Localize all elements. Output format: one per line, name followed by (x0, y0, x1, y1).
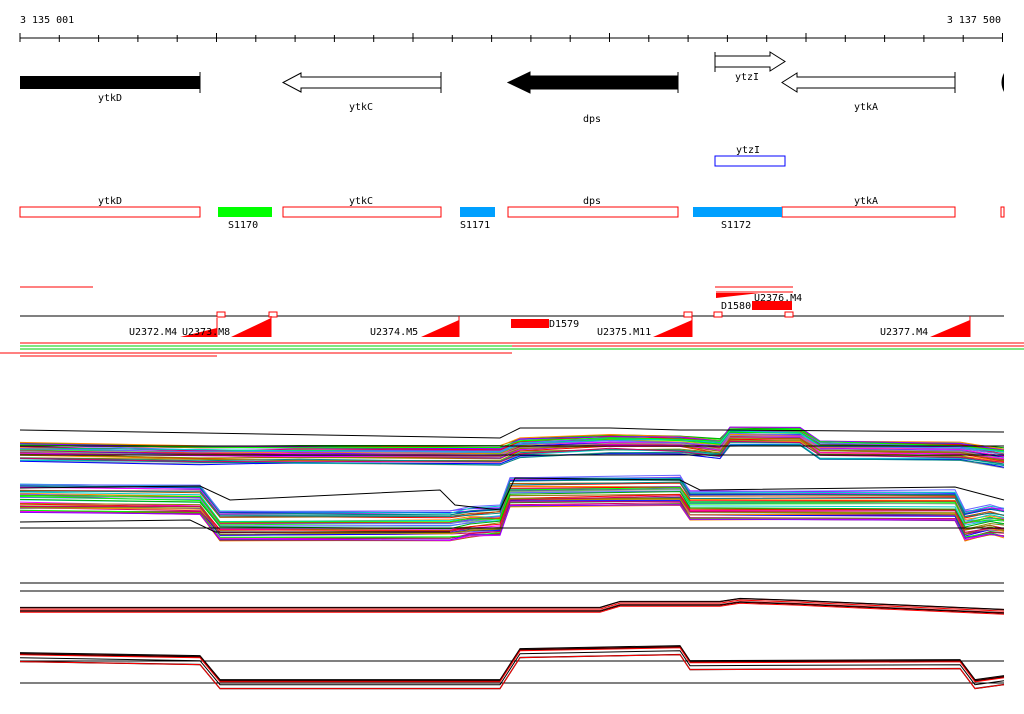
profile-panel-separators (20, 582, 1004, 592)
segment-label-S1171: S1171 (460, 220, 490, 231)
segment-S1170[interactable] (218, 207, 272, 217)
down-block-D1579[interactable] (511, 319, 549, 328)
gene-box-ytkC[interactable] (282, 206, 442, 218)
gene-ytkA[interactable]: ytkA (781, 72, 956, 113)
gene-label-ytzI: ytzI (735, 72, 759, 83)
unit-label-U2376: U2376.M4 (754, 293, 802, 304)
unit-label-U2375: U2375.M11 (597, 327, 651, 338)
down-label-D1580: D1580 (721, 301, 751, 312)
unit-wedge (231, 318, 271, 337)
gene-box-edge (1000, 206, 1005, 218)
down-label-D1579: D1579 (549, 319, 579, 330)
transcription-unit-track: U2372.M4 U2373.M8 U2374.M5 U2375.M11 U23… (20, 286, 1004, 338)
expression-profile-panel-3 (20, 597, 1005, 615)
segment-label-S1172: S1172 (721, 220, 751, 231)
gene-box-ytkD[interactable] (19, 206, 201, 218)
expression-profile-panel-1 (19, 426, 1005, 469)
gene-ytzI[interactable]: ytzI (714, 51, 786, 83)
unit-wedge-upper (716, 293, 760, 298)
annotation-track: ytkD ytkC dps ytkA S1170 S1171 S1172 (19, 196, 1005, 231)
unit-wedge (421, 320, 459, 337)
blue-box[interactable] (714, 155, 786, 167)
coordinate-ruler: 3 135 001 3 137 500 (19, 15, 1003, 42)
unit-label-U2373: U2373.M8 (182, 327, 230, 338)
gene-box-dps[interactable] (507, 206, 679, 218)
gene-label-dps: dps (583, 114, 601, 125)
gene-ytkC[interactable]: ytkC (281, 72, 442, 113)
ruler-start-label: 3 135 001 (20, 15, 74, 26)
unit-label-U2374: U2374.M5 (370, 327, 418, 338)
expression-profile-panel-2 (19, 474, 1005, 542)
gene-box-ytkA[interactable] (781, 206, 956, 218)
box-label-ytkD: ytkD (98, 196, 122, 207)
ytzI-box-track: ytzI (714, 145, 786, 167)
blue-box-label: ytzI (736, 145, 760, 156)
coverage-lines (0, 342, 1024, 357)
down-block-D1580[interactable] (752, 301, 792, 310)
gene-label-ytkA: ytkA (854, 102, 878, 113)
unit-wedge (930, 320, 970, 337)
gene-ytkD[interactable]: ytkD (20, 72, 201, 104)
gene-fragment-right-edge (1001, 73, 1004, 92)
segment-S1171[interactable] (460, 207, 495, 217)
gene-label-ytkD: ytkD (98, 93, 122, 104)
expression-profile-panel-4 (19, 645, 1005, 690)
unit-wedge (180, 328, 217, 337)
box-label-ytkC: ytkC (349, 196, 373, 207)
ruler-end-label: 3 137 500 (947, 15, 1001, 26)
unit-label-U2377: U2377.M4 (880, 327, 928, 338)
gene-dps[interactable]: dps (506, 71, 679, 125)
gene-label-ytkC: ytkC (349, 102, 373, 113)
unit-label-U2372: U2372.M4 (129, 327, 177, 338)
gene-track: ytkD ytkC dps ytzI ytkA (20, 51, 1004, 125)
box-label-dps: dps (583, 196, 601, 207)
segment-S1172[interactable] (693, 207, 782, 217)
box-label-ytkA: ytkA (854, 196, 878, 207)
ruler-ticks (19, 33, 1003, 42)
unit-wedge (653, 320, 692, 337)
segment-label-S1170: S1170 (228, 220, 258, 231)
